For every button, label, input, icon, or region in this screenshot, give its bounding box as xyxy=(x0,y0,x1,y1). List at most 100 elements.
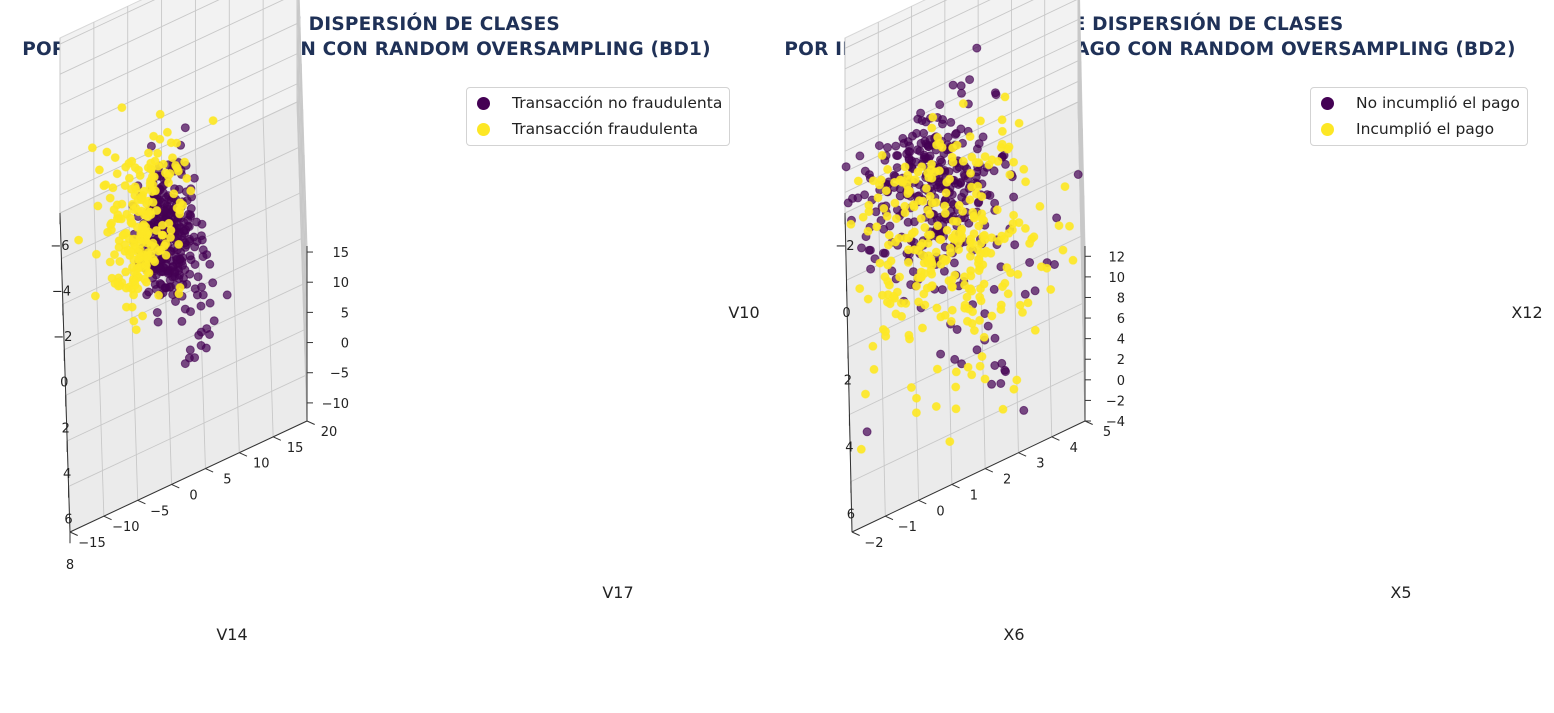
data-point xyxy=(957,88,966,98)
data-point xyxy=(976,296,986,306)
data-point xyxy=(166,138,176,148)
data-point xyxy=(107,218,116,228)
data-point xyxy=(177,231,187,241)
data-point xyxy=(841,162,851,172)
data-point xyxy=(962,292,972,302)
data-point xyxy=(124,173,134,183)
data-point xyxy=(972,43,982,53)
data-point xyxy=(942,225,952,235)
data-point xyxy=(180,359,190,369)
data-point xyxy=(975,361,985,371)
data-point xyxy=(969,213,979,223)
y-tick-label: −5 xyxy=(150,504,169,519)
data-point xyxy=(931,247,941,257)
data-point xyxy=(1030,286,1040,296)
data-point xyxy=(924,251,934,261)
data-point xyxy=(974,266,984,276)
data-point xyxy=(956,81,966,91)
data-point xyxy=(1052,213,1062,223)
data-point xyxy=(916,273,926,283)
x-tick-label: 6 xyxy=(64,512,72,527)
data-point xyxy=(917,162,927,172)
data-point xyxy=(911,408,921,418)
data-point xyxy=(958,156,968,166)
data-point xyxy=(863,226,873,236)
data-point xyxy=(951,367,961,377)
data-point xyxy=(989,166,999,176)
data-point xyxy=(118,230,128,240)
data-point xyxy=(105,257,115,267)
data-point xyxy=(134,263,144,272)
data-point xyxy=(1014,218,1024,228)
grid-line xyxy=(1077,19,1086,339)
data-point xyxy=(152,308,162,317)
data-point xyxy=(171,297,180,306)
data-point xyxy=(883,143,892,152)
data-point xyxy=(987,311,997,321)
data-point xyxy=(205,330,214,339)
data-point xyxy=(190,260,200,269)
data-point xyxy=(909,202,919,212)
data-point xyxy=(185,345,195,355)
data-point xyxy=(856,444,866,454)
data-point xyxy=(180,157,190,167)
data-point xyxy=(90,291,100,301)
data-point xyxy=(938,115,948,124)
z-tick-label: −10 xyxy=(322,397,349,412)
data-point xyxy=(1007,225,1017,235)
data-point xyxy=(974,221,984,231)
data-point xyxy=(918,323,927,333)
data-point xyxy=(146,158,156,168)
data-point xyxy=(952,325,962,334)
data-point xyxy=(884,230,894,240)
data-point xyxy=(923,205,933,215)
data-point xyxy=(965,195,975,205)
data-point xyxy=(965,132,975,142)
data-point xyxy=(102,147,112,157)
data-point xyxy=(1021,177,1031,187)
data-point xyxy=(1012,375,1022,385)
y-tick-mark xyxy=(1051,436,1060,441)
data-point xyxy=(860,190,870,200)
data-point xyxy=(185,251,195,261)
grid-line xyxy=(262,117,274,437)
data-point xyxy=(87,143,97,153)
data-point xyxy=(937,285,947,295)
data-point xyxy=(1065,221,1074,231)
y-tick-mark xyxy=(1084,420,1093,425)
data-point xyxy=(940,310,950,320)
data-point xyxy=(975,315,985,325)
z-tick-label: −4 xyxy=(1106,415,1125,430)
x-tick-label: 0 xyxy=(842,306,850,321)
data-point xyxy=(144,148,153,158)
grid-line xyxy=(59,0,220,75)
data-point xyxy=(105,193,115,203)
data-point xyxy=(948,80,958,90)
data-point xyxy=(1054,221,1064,231)
grid-line xyxy=(877,197,886,517)
data-point xyxy=(175,283,185,292)
data-point xyxy=(864,245,874,255)
data-point xyxy=(966,271,976,281)
data-point xyxy=(940,201,950,211)
data-point xyxy=(923,142,933,151)
data-point xyxy=(958,99,968,109)
data-point xyxy=(853,176,863,186)
data-point xyxy=(881,327,890,336)
y-tick-mark xyxy=(851,531,860,536)
data-point xyxy=(1000,278,1010,288)
grid-line xyxy=(844,0,948,49)
data-point xyxy=(916,241,926,251)
x-axis-label: X6 xyxy=(1003,625,1024,644)
data-point xyxy=(898,133,908,143)
y-tick-mark xyxy=(103,515,112,521)
data-point xyxy=(129,316,139,326)
y-tick-label: 2 xyxy=(1003,473,1011,488)
data-point xyxy=(876,216,886,225)
data-point xyxy=(155,109,165,119)
y-tick-label: 3 xyxy=(1036,457,1044,472)
data-point xyxy=(170,267,180,277)
x-tick-label: −2 xyxy=(835,239,854,254)
data-point xyxy=(864,207,874,217)
z-tick-label: 12 xyxy=(1108,250,1125,265)
